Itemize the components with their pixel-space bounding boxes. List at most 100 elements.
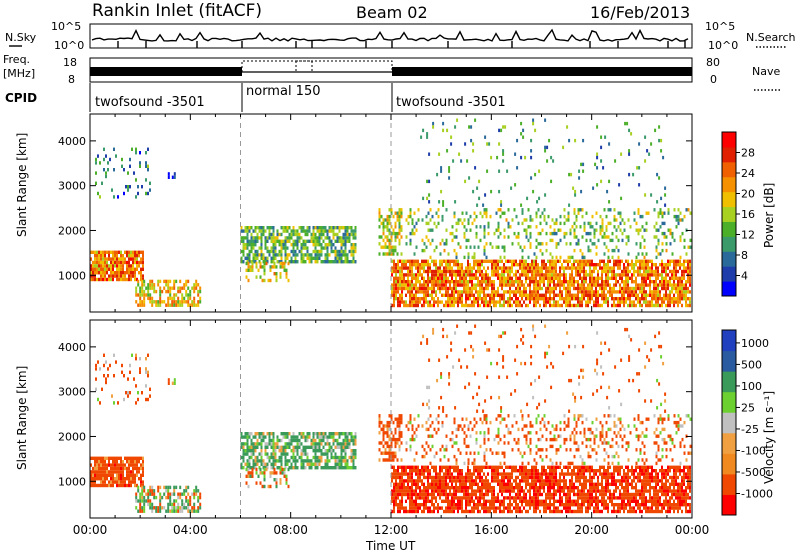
velocity-cell xyxy=(298,445,301,449)
power-cell xyxy=(545,266,547,270)
power-cell xyxy=(661,283,663,287)
power-cell xyxy=(549,297,551,301)
power-cell xyxy=(449,259,451,263)
power-cell xyxy=(390,245,393,249)
power-cell xyxy=(407,266,409,270)
velocity-cell xyxy=(459,475,461,480)
power-cell xyxy=(608,200,611,204)
power-cell xyxy=(657,211,660,215)
power-cell xyxy=(427,221,430,226)
power-cell xyxy=(294,253,297,257)
power-cell xyxy=(521,221,524,226)
power-cell xyxy=(405,286,407,291)
power-cell xyxy=(155,300,158,304)
power-cell xyxy=(350,226,353,230)
velocity-cell xyxy=(320,442,323,446)
velocity-cell xyxy=(441,479,443,483)
velocity-cell xyxy=(435,465,437,469)
power-cell xyxy=(451,269,453,274)
power-cell xyxy=(515,273,517,277)
power-cell xyxy=(300,226,303,230)
velocity-cell xyxy=(427,499,429,503)
velocity-cell xyxy=(469,509,471,514)
power-cell xyxy=(485,286,487,291)
power-cell xyxy=(419,273,421,277)
power-cell xyxy=(629,263,631,267)
power-cell xyxy=(413,211,416,215)
power-cell xyxy=(569,283,571,287)
power-cell xyxy=(147,293,150,297)
power-cell xyxy=(483,286,485,291)
velocity-cell xyxy=(195,485,198,490)
power-cell xyxy=(509,276,511,280)
power-cell xyxy=(573,276,575,280)
power-cell xyxy=(649,269,651,274)
power-cell xyxy=(122,254,124,258)
velocity-cell xyxy=(254,445,257,449)
power-cell xyxy=(285,275,288,279)
power-cell xyxy=(393,293,395,297)
power-cell xyxy=(94,254,96,258)
power-cell xyxy=(655,266,657,270)
power-cell xyxy=(561,303,563,308)
power-cell xyxy=(637,252,640,256)
velocity-cell xyxy=(272,459,275,463)
velocity-cell xyxy=(403,492,405,497)
power-cell xyxy=(516,138,519,143)
power-cell xyxy=(128,257,130,261)
power-cell xyxy=(635,255,638,260)
power-cell xyxy=(193,300,196,304)
power-cell xyxy=(401,259,403,263)
velocity-cell xyxy=(433,492,435,497)
power-cell xyxy=(513,293,515,297)
power-cell xyxy=(324,236,327,240)
velocity-cell xyxy=(256,432,259,436)
power-cell xyxy=(118,264,120,268)
power-cell xyxy=(667,297,669,301)
velocity-cell xyxy=(421,496,423,500)
power-cell xyxy=(246,246,249,250)
power-cell xyxy=(181,303,184,307)
velocity-cell xyxy=(98,473,100,477)
power-cell xyxy=(435,290,437,294)
power-cell xyxy=(483,273,485,277)
power-cell xyxy=(433,280,435,284)
power-cell xyxy=(185,293,188,297)
power-cell xyxy=(533,259,535,263)
power-cell xyxy=(533,297,535,301)
power-cell xyxy=(523,266,525,270)
power-cell xyxy=(621,273,623,277)
power-cell xyxy=(637,266,639,270)
power-cell xyxy=(581,293,583,297)
power-cell xyxy=(413,231,416,236)
power-cell xyxy=(563,259,565,263)
power-cell xyxy=(415,303,417,308)
velocity-cell xyxy=(300,462,303,466)
power-cell xyxy=(597,280,599,284)
power-cell xyxy=(567,263,569,267)
velocity-cell xyxy=(393,475,395,480)
velocity-cell xyxy=(126,466,128,471)
power-cell xyxy=(667,259,669,263)
power-cell xyxy=(521,248,524,253)
power-cell xyxy=(589,259,591,263)
power-cell xyxy=(419,263,421,267)
velocity-cell xyxy=(461,486,463,490)
power-cell xyxy=(151,283,154,287)
velocity-cell xyxy=(334,455,337,460)
power-cell xyxy=(649,266,651,270)
power-cell xyxy=(405,300,407,304)
power-cell xyxy=(447,303,449,308)
power-cell xyxy=(513,290,515,294)
power-cell xyxy=(112,267,114,271)
velocity-cell xyxy=(183,506,186,510)
power-cell xyxy=(617,273,619,277)
power-cell xyxy=(116,260,118,265)
power-cell xyxy=(246,239,249,243)
velocity-cell xyxy=(255,467,258,472)
power-cell xyxy=(390,235,393,239)
velocity-cell xyxy=(187,485,190,490)
power-cell xyxy=(195,279,198,284)
power-cell xyxy=(332,236,335,240)
velocity-cell xyxy=(266,462,269,466)
